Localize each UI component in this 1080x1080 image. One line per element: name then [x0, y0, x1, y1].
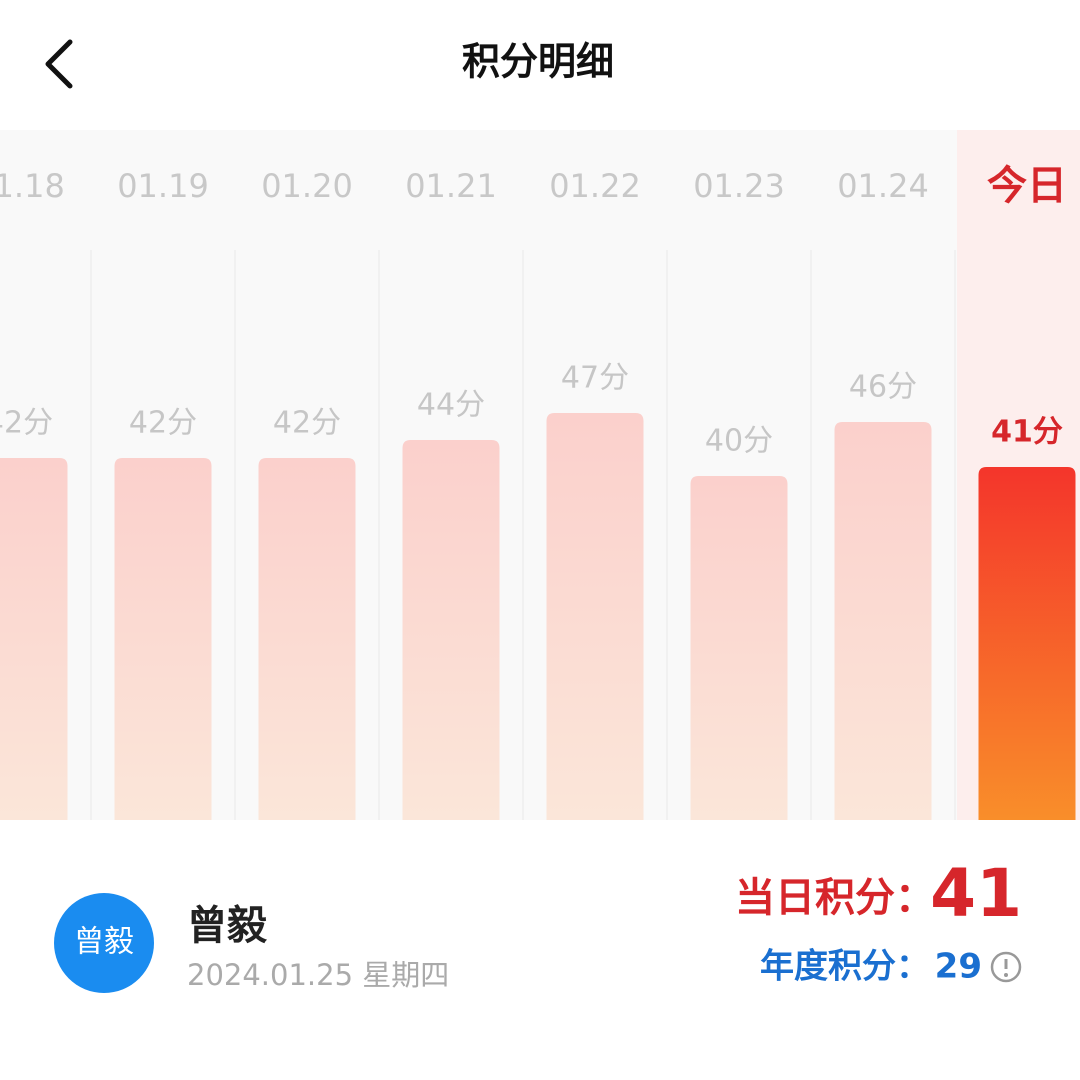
bar [114, 458, 212, 820]
daily-score: 41 [930, 855, 1022, 932]
date-label: 01.22 [549, 167, 641, 205]
date-label: 01.21 [405, 167, 497, 205]
annual-label: 年度积分： [760, 947, 930, 987]
date-label: 01.19 [117, 167, 209, 205]
value-label: 42分 [0, 406, 53, 441]
info-icon[interactable] [990, 951, 1022, 983]
info-circle [990, 951, 1022, 983]
value-label: 46分 [849, 370, 917, 405]
bar [0, 458, 68, 820]
bar [546, 413, 644, 820]
bar [258, 458, 356, 820]
avatar [54, 893, 154, 993]
date-label: 今日 [987, 163, 1067, 209]
bar [978, 467, 1076, 820]
user-name: 曾毅 [187, 903, 268, 949]
bar [690, 476, 788, 820]
bar-chart: 42分 01.18 42分 01.19 42分 01.20 44分 01.21 47分 01.22… [0, 130, 1080, 820]
date-label: 01.23 [693, 167, 785, 205]
value-label: 40分 [705, 424, 773, 459]
bar [834, 422, 932, 820]
value-label: 42分 [273, 406, 341, 441]
value-label: 41分 [991, 415, 1063, 450]
bar [402, 440, 500, 820]
date-label: 01.20 [261, 167, 353, 205]
user-date: 2024.01.25 星期四 [187, 958, 449, 992]
page-title: 积分明细 [462, 40, 614, 84]
date-label: 01.24 [837, 167, 929, 205]
value-label: 47分 [561, 361, 629, 396]
annual-score: 29 [935, 947, 982, 987]
back-button[interactable] [45, 39, 73, 89]
avatar-text: 曾毅 [74, 925, 134, 960]
date-label: 01.18 [0, 167, 65, 205]
daily-label: 当日积分： [735, 875, 935, 921]
value-label: 44分 [417, 388, 485, 423]
value-label: 42分 [129, 406, 197, 441]
info-dot [1004, 973, 1008, 977]
